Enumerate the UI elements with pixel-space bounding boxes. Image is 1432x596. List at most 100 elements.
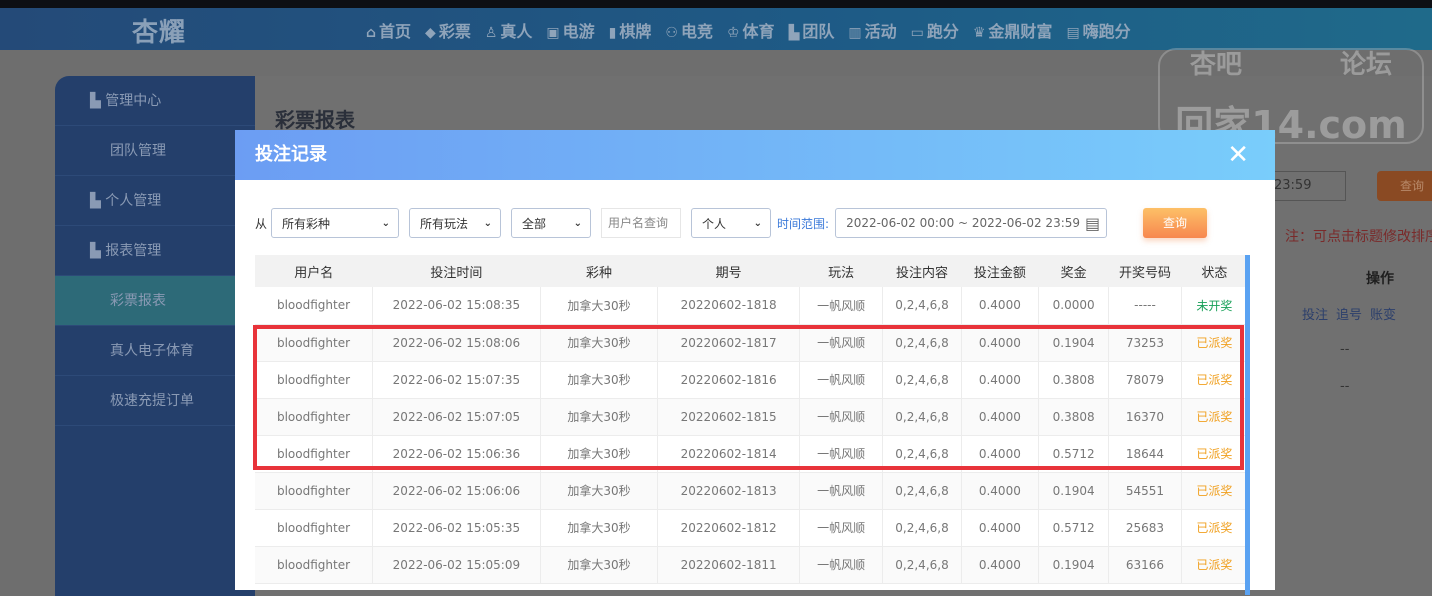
table-cell: 0.1904 [1038,472,1110,510]
table-cell: 加拿大30秒 [540,435,659,473]
column-header[interactable]: 投注内容 [882,255,962,287]
close-icon[interactable]: ✕ [1227,140,1249,170]
column-header[interactable]: 玩法 [799,255,883,287]
table-cell: 2022-06-02 15:06:06 [372,472,541,510]
chevron-down-icon: ⌄ [381,217,391,229]
table-cell: 0,2,4,6,8 [882,361,962,399]
column-header[interactable]: 状态 [1181,255,1248,287]
table-cell: 2022-06-02 15:05:35 [372,509,541,547]
table-cell: 0.4000 [961,324,1040,362]
car-icon: ▭ [910,25,924,41]
top-nav: 杏耀 ⌂ 首页 ◆ 彩票 ♙ 真人 ▣ 电游 ▮ 棋牌 ⚇ 电竞 ♔ 体育 ▙ 团队 ▥ 活动 ▭ 跑分 ♛ 金鼎财富 ▤ 嗨… [0,8,1432,50]
nav-item[interactable]: ▮ 棋牌 [608,22,652,41]
table-cell: 一帆风顺 [799,435,884,473]
bet-link[interactable]: 投注 [1302,308,1329,323]
table-row[interactable]: bloodfighter 2022-06-02 15:06:36 加拿大30秒 202… [255,435,1249,473]
play-select[interactable]: 所有玩法 ⌄ [409,208,502,238]
table-row[interactable]: bloodfighter 2022-06-02 15:07:05 加拿大30秒 202… [255,398,1249,436]
table-cell: 20220602-1817 [657,324,800,362]
column-header[interactable]: 奖金 [1038,255,1109,287]
table-cell: 25683 [1108,509,1182,547]
column-header[interactable]: 投注时间 [372,255,541,287]
logo[interactable]: 杏耀 [132,18,187,48]
table-cell: bloodfighter [255,472,374,510]
table-cell: 2022-06-02 15:08:35 [372,287,541,325]
column-header[interactable]: 彩种 [540,255,658,287]
nav-item[interactable]: ▣ 电游 [546,22,595,41]
table-cell: 0.0000 [1038,287,1110,325]
nav-item[interactable]: ♙ 真人 [484,22,533,41]
sidebar-item[interactable]: 极速充提订单 [55,376,255,426]
nav-item[interactable]: ▙ 团队 [788,22,835,41]
status-badge: 已派奖 [1181,361,1249,399]
table-row[interactable]: bloodfighter 2022-06-02 15:08:06 加拿大30秒 202… [255,324,1249,362]
sidebar-item[interactable]: 真人电子体育 [55,326,255,376]
column-header[interactable]: 用户名 [255,255,373,287]
table-cell: 20220602-1813 [657,472,800,510]
column-header[interactable]: 开奖号码 [1108,255,1182,287]
date-range-input[interactable]: 2022-06-02 00:00 ~ 2022-06-02 23:59 ▤ [835,208,1108,238]
table-cell: 一帆风顺 [799,509,884,547]
user-icon: ▙ [90,193,106,209]
scope-select[interactable]: 个人 ⌄ [691,208,772,238]
nav-item[interactable]: ▤ 嗨跑分 [1066,22,1131,41]
status-badge: 未开奖 [1181,287,1249,325]
table-cell: 加拿大30秒 [540,472,659,510]
dash: -- [1340,342,1350,357]
table-cell: 一帆风顺 [799,398,884,436]
chevron-down-icon: ⌄ [573,217,583,229]
table-cell: 0.4000 [961,472,1040,510]
table-cell: bloodfighter [255,509,374,547]
hi-icon: ▤ [1066,25,1080,41]
table-cell: bloodfighter [255,361,374,399]
live-icon: ♙ [484,25,498,41]
nav-item[interactable]: ⚇ 电竞 [665,22,713,41]
sidebar-item[interactable]: ▙ 管理中心 [55,76,255,126]
query-button-bg[interactable]: 查询 [1377,171,1432,201]
status-select[interactable]: 全部 ⌄ [511,208,592,238]
calendar-icon[interactable]: ▤ [1084,213,1101,233]
scrollbar[interactable] [1245,255,1250,595]
status-badge: 已派奖 [1181,398,1249,436]
nav-item[interactable]: ▭ 跑分 [910,22,959,41]
sidebar-item[interactable]: 团队管理 [55,126,255,176]
column-header[interactable]: 期号 [657,255,800,287]
nav-item[interactable]: ⌂ 首页 [366,22,412,41]
nav-item[interactable]: ♛ 金鼎财富 [972,22,1053,41]
date-input-bg[interactable]: 23:59 [1270,171,1346,201]
sidebar-item[interactable]: ▙ 个人管理 [55,176,255,226]
table-cell: bloodfighter [255,546,374,584]
dash: -- [1340,379,1350,394]
from-label: 从 [255,216,268,231]
table-row[interactable]: bloodfighter 2022-06-02 15:05:09 加拿大30秒 202… [255,546,1249,584]
table-row[interactable]: bloodfighter 2022-06-02 15:07:35 加拿大30秒 202… [255,361,1249,399]
bet-records-table: 用户名 投注时间 彩种 期号 玩法 投注内容 投注金额 奖金 开奖号码 状态 bloodfight… [255,255,1249,584]
ledger-link[interactable]: 账变 [1370,308,1397,323]
table-cell: 0,2,4,6,8 [882,398,962,436]
table-cell: 18644 [1108,435,1182,473]
table-row[interactable]: bloodfighter 2022-06-02 15:08:35 加拿大30秒 202… [255,287,1249,325]
column-header[interactable]: 投注金额 [961,255,1039,287]
table-cell: 0,2,4,6,8 [882,509,962,547]
modal-header: 投注记录 ✕ [235,130,1275,180]
query-button[interactable]: 查询 [1143,208,1208,238]
table-row[interactable]: bloodfighter 2022-06-02 15:05:35 加拿大30秒 202… [255,509,1249,547]
table-row[interactable]: bloodfighter 2022-06-02 15:06:06 加拿大30秒 202… [255,472,1249,510]
nav-item[interactable]: ▥ 活动 [848,22,897,41]
table-cell: 加拿大30秒 [540,287,659,325]
lottery-select[interactable]: 所有彩种 ⌄ [271,208,400,238]
table-cell: 20220602-1814 [657,435,800,473]
status-badge: 已派奖 [1181,546,1249,584]
username-input[interactable]: 用户名查询 [601,208,682,238]
table-cell: 加拿大30秒 [540,324,659,362]
filter-bar: 从 所有彩种 ⌄ 所有玩法 ⌄ 全部 ⌄ 用户名查询 个人 ⌄ 时间范围: 2022-0… [255,208,1208,238]
table-cell: bloodfighter [255,287,374,325]
chase-link[interactable]: 追号 [1336,308,1363,323]
nav-item[interactable]: ◆ 彩票 [425,22,471,41]
sidebar-item[interactable]: ▙ 报表管理 [55,226,255,276]
sidebar-item[interactable]: 彩票报表 [55,276,255,326]
table-cell: bloodfighter [255,435,374,473]
nav-item[interactable]: ♔ 体育 [726,22,775,41]
sort-note: 注：可点击标题修改排序 [1285,229,1432,245]
team-icon: ▙ [90,93,106,109]
